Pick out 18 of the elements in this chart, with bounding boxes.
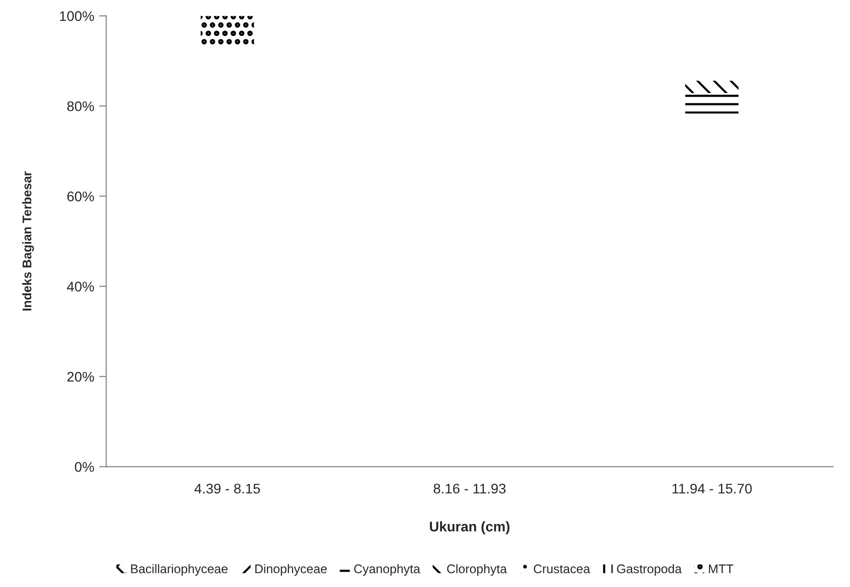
legend-label: Cyanophyta [354,564,420,576]
y-tick-label: 40% [66,282,94,292]
legend-label: Crustacea [534,564,590,574]
y-tick-label: 100% [60,11,94,22]
x-tick-label: 4.39 - 8.15 [194,484,260,494]
y-tick-label: 80% [67,101,94,112]
x-tick-label: 8.16 - 11.93 [434,484,506,494]
x-tick-label: 11.94 - 15.70 [672,484,752,494]
legend-label: Clorophyta [447,564,507,576]
legend-label: MTT [708,564,734,574]
y-tick-label: 0% [74,462,94,472]
y-tick-label: 20% [67,372,94,382]
legend-label: Dinophyceae [255,564,327,576]
y-axis-title: Indeks Bagian Terbesar [22,171,34,310]
legend-label: Bacillariophyceae [131,564,228,576]
x-axis-title: Ukuran (cm) [430,521,510,534]
legend-label: Gastropoda [617,564,682,576]
y-tick-label: 60% [67,192,94,202]
